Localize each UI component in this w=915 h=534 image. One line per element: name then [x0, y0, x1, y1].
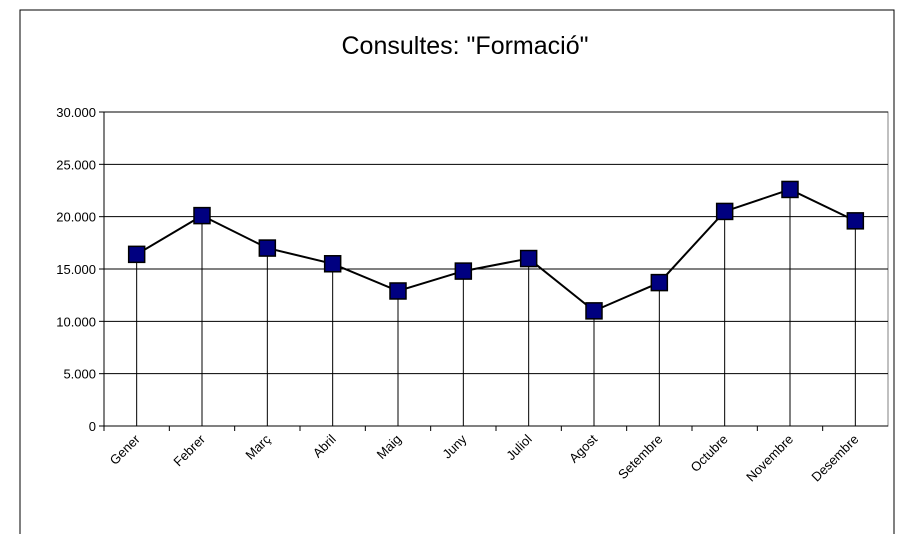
- marker: [389, 282, 407, 300]
- data-line: [136, 188, 856, 313]
- y-tick-label: 15.000: [56, 262, 96, 277]
- x-tick-label: Abril: [310, 431, 339, 460]
- marker: [650, 273, 669, 292]
- marker: [193, 206, 211, 225]
- marker: [715, 202, 734, 221]
- marker: [519, 249, 538, 268]
- y-tick-label: 10.000: [56, 314, 96, 329]
- chart-border: [19, 9, 895, 534]
- x-tick-label: Juliol: [503, 431, 535, 463]
- x-tick-label: Març: [242, 431, 273, 462]
- marker: [454, 262, 473, 280]
- x-tick-label: Juny: [439, 431, 469, 461]
- x-tick-label: Setembre: [615, 432, 665, 482]
- x-tick-label: Maig: [374, 432, 405, 463]
- chart-title: Consultes: "Formació": [342, 32, 589, 60]
- y-tick-label: 25.000: [56, 157, 96, 172]
- x-tick-label: Gener: [107, 431, 144, 468]
- y-tick-label: 30.000: [56, 105, 96, 120]
- y-tick-label: 20.000: [56, 210, 96, 225]
- marker: [846, 212, 865, 230]
- x-tick-label: Octubre: [687, 432, 730, 475]
- x-tick-label: Febrer: [170, 431, 208, 469]
- marker: [258, 239, 277, 257]
- x-tick-label: Desembre: [808, 432, 861, 485]
- x-tick-label: Agost: [566, 431, 600, 465]
- marker: [127, 245, 146, 264]
- y-tick-label: 5.000: [63, 367, 96, 382]
- marker: [323, 255, 342, 273]
- x-tick-label: Novembre: [743, 432, 796, 485]
- marker: [585, 302, 603, 320]
- marker: [781, 180, 799, 199]
- y-tick-label: 0: [89, 419, 96, 434]
